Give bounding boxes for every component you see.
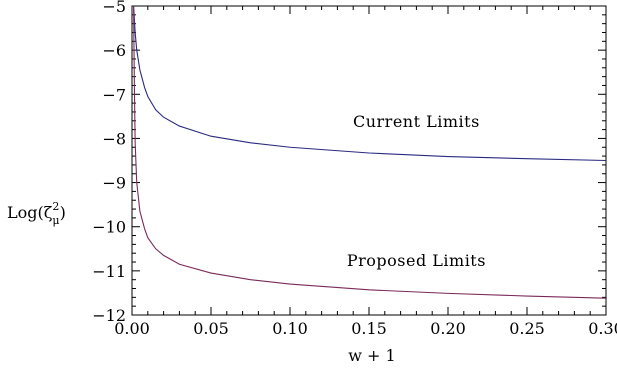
annotation-current-limits: Current Limits (353, 112, 480, 131)
axis-ticks (131, 5, 607, 316)
x-tick-label: 0.10 (272, 319, 308, 338)
y-tick-label: −10 (92, 218, 126, 237)
curves (133, 5, 607, 299)
series-line-proposed-limits (133, 5, 607, 299)
series-line-current-limits (133, 5, 607, 162)
y-tick-label: −5 (102, 0, 126, 16)
y-axis-title: Log(ζ2 μ) (7, 200, 66, 227)
y-tick-label: −9 (102, 174, 126, 193)
x-tick-label: 0.20 (430, 319, 466, 338)
annotation-proposed-limits: Proposed Limits (347, 251, 486, 270)
x-tick-label: 0.00 (114, 319, 150, 338)
y-tick-label: −12 (92, 306, 126, 325)
x-tick-label: 0.30 (588, 319, 617, 338)
y-tick-label: −11 (92, 262, 126, 281)
y-axis-title-suffix: ) (60, 203, 66, 222)
x-tick-label: 0.05 (193, 319, 229, 338)
y-axis-title-prefix: Log(ζ (7, 203, 53, 222)
y-tick-label: −6 (102, 41, 126, 60)
tick-labels: 0.00 0.05 0.10 0.15 0.20 0.25 0.30 −5 −6 −7 −8 −9 −1… (92, 0, 617, 338)
y-axis-title-superscript: 2 (52, 200, 59, 213)
y-tick-label: −8 (102, 129, 126, 148)
x-tick-label: 0.15 (351, 319, 387, 338)
x-axis-title: w + 1 (348, 346, 395, 365)
x-tick-label: 0.25 (509, 319, 545, 338)
y-axis-title-subscript: μ (52, 214, 59, 227)
y-tick-label: −7 (102, 85, 126, 104)
